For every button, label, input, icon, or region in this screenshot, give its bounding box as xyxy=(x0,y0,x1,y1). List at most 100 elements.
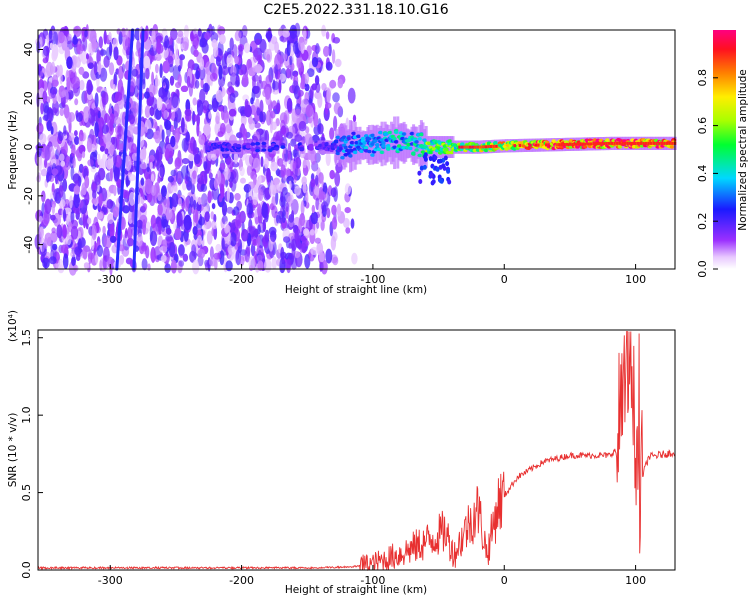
spectrogram-signal-cell xyxy=(349,140,355,145)
spectrogram-noise-cell xyxy=(219,34,226,45)
spectrogram-noise-cell xyxy=(332,256,339,266)
spectrogram-noise-cell xyxy=(310,246,318,256)
spectrogram-noise-cell xyxy=(300,73,306,90)
spectrogram-noise-cell xyxy=(112,84,116,91)
spectrogram-noise-cell xyxy=(177,30,184,38)
spectrogram-noise-cell xyxy=(109,167,113,182)
spectrogram-noise-cell xyxy=(255,38,261,46)
spectrogram-noise-cell xyxy=(259,111,264,123)
spectrogram-noise-cell xyxy=(316,242,324,256)
spectrogram-noise-cell xyxy=(331,216,338,230)
spectrogram-noise-cell xyxy=(155,74,158,91)
y-tick-label: 0.0 xyxy=(20,561,33,579)
spectrogram-noise-cell xyxy=(229,37,234,51)
spectrogram-noise-cell xyxy=(87,62,94,69)
spectrogram-noise-cell xyxy=(174,228,182,240)
spectrogram-noise-cell xyxy=(91,224,97,241)
spectrogram-noise-cell xyxy=(118,133,122,140)
spectrogram-signal-cell xyxy=(376,147,382,152)
spectrogram-noise-cell xyxy=(198,134,206,146)
spectrogram-signal-cell xyxy=(483,148,489,153)
spectrogram-noise-cell xyxy=(332,231,338,242)
spectrogram-noise-cell xyxy=(248,256,256,270)
spectrogram-noise-cell xyxy=(75,253,81,261)
spectrogram-noise-cell xyxy=(270,230,277,242)
spectrogram-noise-cell xyxy=(211,227,216,237)
spectrogram-noise-cell xyxy=(127,174,136,182)
spectrogram-signal-cell xyxy=(419,165,424,171)
spectrogram-signal-cell xyxy=(408,146,413,151)
spectrogram-drift-track xyxy=(132,28,145,271)
spectrogram-peak-cell xyxy=(668,141,671,145)
colorbar-ticks: 0.0 0.2 0.4 0.6 0.8 xyxy=(696,69,718,278)
spectrogram-noise-cell xyxy=(145,128,154,140)
spectrogram-noise-cell xyxy=(150,246,156,263)
spectrogram-noise-cell xyxy=(197,248,206,259)
spectrogram-noise-cell xyxy=(74,98,79,106)
spectrogram-noise-cell xyxy=(282,187,288,196)
spectrogram-noise-cell xyxy=(228,108,237,117)
spectrogram-noise-cell xyxy=(264,229,270,243)
spectrogram-noise-cell xyxy=(98,193,103,207)
spectrogram-noise-cell xyxy=(291,199,299,215)
spectrogram-noise-cell xyxy=(184,108,192,117)
spectrogram-noise-cell xyxy=(161,219,169,228)
spectrogram-noise-cell xyxy=(99,67,108,82)
spectrogram-peak-cell xyxy=(566,142,569,146)
snr-panel: -300 -200 -100 0 100 0.0 0.5 1.0 1.5 Height of … xyxy=(7,310,676,596)
spectrogram-noise-cell xyxy=(75,112,83,122)
spectrogram-noise-cell xyxy=(334,171,341,187)
spectrogram-band-halo xyxy=(388,129,392,158)
spectrogram-noise-cell xyxy=(279,196,286,208)
spectrogram-noise-cell xyxy=(103,132,112,146)
spectrogram-noise-cell xyxy=(188,153,195,162)
y-tick-label: 40 xyxy=(22,43,35,57)
spectrogram-noise-cell xyxy=(249,155,253,165)
spectrogram-noise-cell xyxy=(260,129,268,144)
spectrogram-noise-cell xyxy=(59,107,65,117)
spectrogram-noise-cell xyxy=(200,193,208,207)
spectrogram-noise-cell xyxy=(72,36,78,45)
spectrogram-noise-cell xyxy=(298,36,305,43)
spectrogram-drift-track xyxy=(115,28,135,271)
spectrogram-peak-cell xyxy=(474,145,477,149)
spectrogram-noise-cell xyxy=(286,98,293,112)
spectrogram-noise-cell xyxy=(58,131,64,142)
x-tick-label: 0 xyxy=(501,273,508,286)
spectrogram-noise-cell xyxy=(317,93,323,108)
snr-x-ticks: -300 -200 -100 0 100 xyxy=(98,565,646,587)
spectrogram-noise-cell xyxy=(310,211,319,225)
spectrogram-noise-cell xyxy=(204,211,210,223)
snr-series-layer xyxy=(37,331,675,572)
spectrogram-noise-cell xyxy=(213,252,222,260)
spectrogram-noise-cell xyxy=(196,235,203,246)
spectrogram-noise-cell xyxy=(125,175,129,188)
spectrogram-noise-cell xyxy=(190,196,194,208)
spectrogram-noise-cell xyxy=(298,120,307,132)
spectrogram-signal-cell xyxy=(274,147,279,151)
spectrogram-noise-cell xyxy=(114,91,123,102)
spectrogram-noise-cell xyxy=(142,203,148,211)
spectrogram-noise-cell xyxy=(90,29,97,45)
spectrogram-noise-cell xyxy=(101,153,108,170)
spectrogram-noise-cell xyxy=(111,136,116,145)
spectrogram-band-halo xyxy=(440,136,444,158)
spectrogram-noise-cell xyxy=(63,125,67,137)
spectrogram-noise-cell xyxy=(319,191,326,200)
spectrogram-signal-cell xyxy=(280,142,286,147)
spectrogram-noise-cell xyxy=(36,142,42,158)
spectrogram-noise-cell xyxy=(294,185,301,196)
y-tick-label: -40 xyxy=(22,236,35,254)
spectrogram-noise-cell xyxy=(41,190,46,203)
spectrogram-signal-cell xyxy=(401,132,407,136)
spectrogram-noise-cell xyxy=(325,31,330,40)
spectrogram-noise-cell xyxy=(238,127,242,144)
spectrogram-noise-cell xyxy=(193,199,197,210)
spectrogram-noise-cell xyxy=(333,115,338,132)
spectrogram-noise-cell xyxy=(278,27,283,37)
spectrogram-peak-cell xyxy=(573,142,577,146)
spectrogram-signal-cell xyxy=(422,164,427,170)
spectrogram-peak-cell xyxy=(518,144,522,147)
spectrogram-noise-cell xyxy=(294,228,301,244)
